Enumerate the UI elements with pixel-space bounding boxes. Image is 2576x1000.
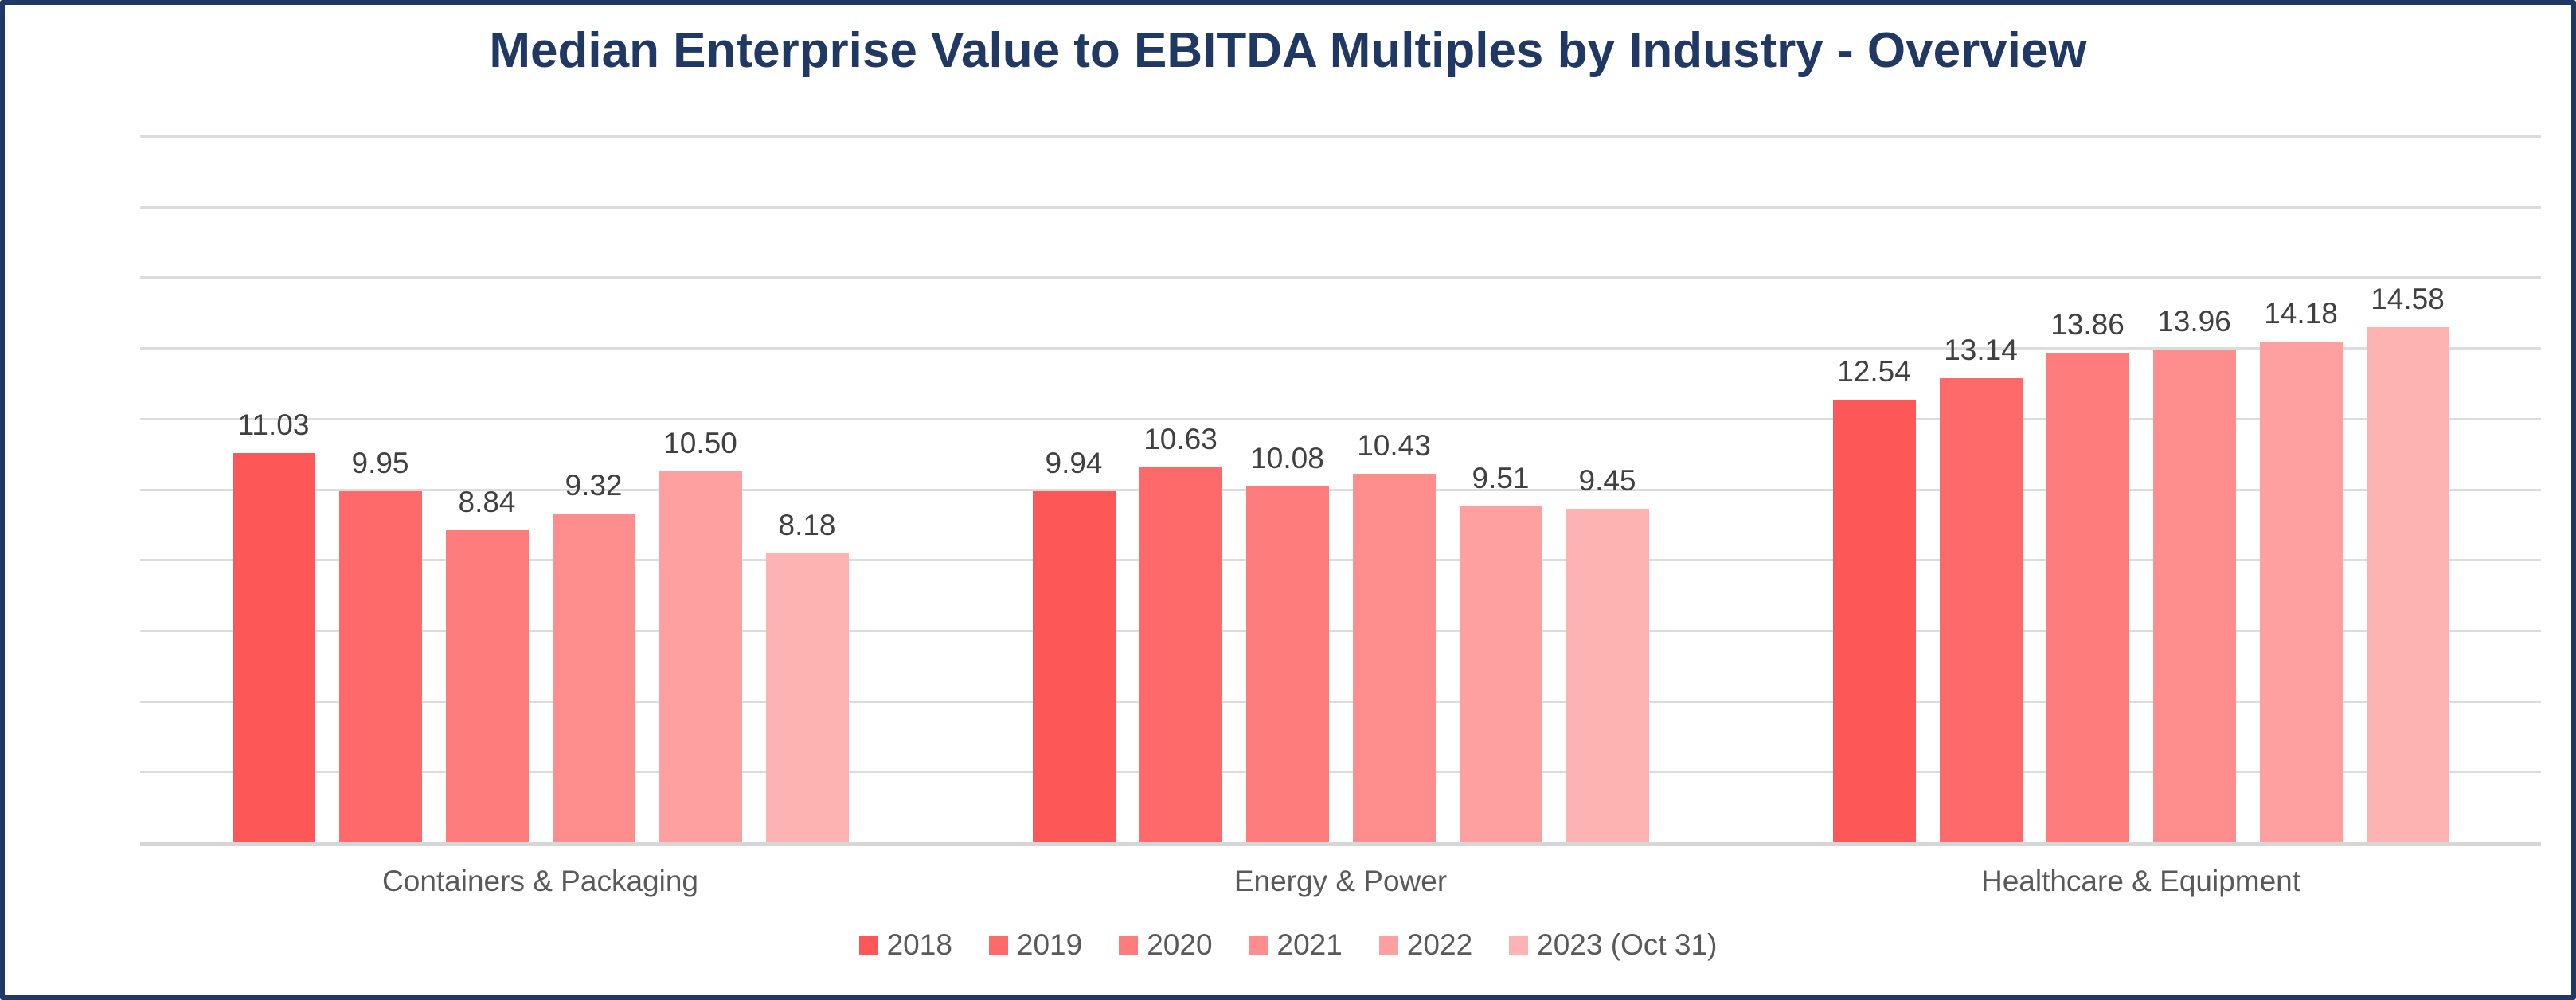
legend-item: 2018	[858, 928, 952, 962]
gridline	[140, 205, 2541, 209]
legend-item: 2019	[988, 928, 1083, 962]
legend-label: 2019	[1016, 928, 1083, 961]
bar-value-label: 9.45	[1578, 463, 1636, 497]
bar: 14.58	[2366, 283, 2449, 842]
bar-value-label: 14.18	[2264, 297, 2338, 330]
legend-label: 2023 (Oct 31)	[1537, 928, 1718, 961]
legend-swatch-icon	[858, 936, 878, 955]
legend-swatch-icon	[1249, 936, 1268, 955]
bar: 10.63	[1139, 423, 1222, 842]
bar-value-label: 13.96	[2157, 304, 2231, 338]
bar: 11.03	[232, 408, 315, 842]
bar: 10.43	[1352, 429, 1436, 842]
bar-value-label: 10.43	[1357, 429, 1431, 463]
legend-swatch-icon	[1509, 936, 1529, 955]
bar: 9.51	[1459, 462, 1542, 842]
category-label: Containers & Packaging	[382, 865, 698, 897]
legend-item: 2021	[1249, 928, 1343, 962]
legend: 2018 2019 2020 2021 2022 2023 (Oct 31)	[5, 928, 2571, 962]
bar-value-label: 13.86	[2050, 308, 2125, 342]
gridline	[140, 276, 2541, 279]
bar-groups: 11.03 9.95 8.84 9.32 10.50 8.18 9.94 10.63 10.08…	[140, 136, 2541, 842]
legend-label: 2022	[1406, 928, 1473, 961]
chart-title: Median Enterprise Value to EBITDA Multip…	[489, 23, 2087, 78]
bar-value-label: 10.50	[663, 427, 737, 460]
bar: 10.08	[1245, 442, 1329, 842]
bar-group: 11.03 9.95 8.84 9.32 10.50 8.18	[140, 136, 940, 842]
bar-value-label: 13.14	[1944, 334, 2018, 367]
bar: 10.50	[659, 427, 742, 842]
gridline	[140, 417, 2541, 420]
gridline	[140, 559, 2541, 562]
bar: 9.45	[1566, 464, 1649, 842]
gridline	[140, 488, 2541, 491]
legend-item: 2023 (Oct 31)	[1509, 928, 1717, 962]
bar-value-label: 9.51	[1472, 462, 1530, 495]
bar-value-label: 10.63	[1143, 422, 1218, 455]
legend-swatch-icon	[1119, 936, 1139, 955]
plot-area: 11.03 9.95 8.84 9.32 10.50 8.18 9.94 10.63 10.08…	[140, 135, 2541, 846]
bar: 14.18	[2259, 297, 2343, 842]
bar: 12.54	[1832, 355, 1916, 842]
bar-value-label: 9.32	[565, 468, 623, 502]
bar-value-label: 11.03	[237, 408, 310, 441]
bar-value-label: 8.18	[778, 509, 836, 542]
gridline	[140, 700, 2541, 703]
bar-value-label: 9.95	[351, 446, 409, 479]
legend-item: 2022	[1378, 928, 1473, 962]
gridline	[140, 347, 2541, 350]
bar: 8.84	[445, 486, 529, 842]
legend-label: 2021	[1276, 928, 1343, 961]
legend-item: 2020	[1119, 928, 1213, 962]
x-axis-category-labels: Containers & Packaging Energy & Power Heal…	[140, 865, 2541, 898]
bar: 9.94	[1032, 447, 1116, 842]
bar: 13.86	[2046, 308, 2129, 842]
legend-swatch-icon	[1378, 936, 1398, 955]
gridline	[140, 629, 2541, 632]
bar-group: 9.94 10.63 10.08 10.43 9.51 9.45	[940, 136, 1741, 842]
bar-group: 12.54 13.14 13.86 13.96 14.18 14.58	[1741, 136, 2541, 842]
gridline	[140, 771, 2541, 774]
category-label: Healthcare & Equipment	[1980, 865, 2301, 897]
bar-value-label: 12.54	[1837, 354, 1911, 388]
bar: 9.32	[552, 469, 635, 842]
bar: 13.14	[1939, 334, 2023, 842]
gridline	[140, 135, 2541, 138]
bar-value-label: 8.84	[458, 485, 516, 518]
legend-swatch-icon	[988, 936, 1008, 955]
bar: 9.95	[338, 447, 422, 842]
bar: 13.96	[2152, 305, 2236, 842]
bar-value-label: 9.94	[1045, 447, 1103, 480]
legend-label: 2018	[886, 928, 952, 961]
legend-label: 2020	[1147, 928, 1213, 961]
bar: 8.18	[765, 509, 849, 842]
bar-value-label: 10.08	[1250, 441, 1324, 475]
bar-value-label: 14.58	[2371, 283, 2445, 316]
category-label: Energy & Power	[1233, 865, 1448, 897]
